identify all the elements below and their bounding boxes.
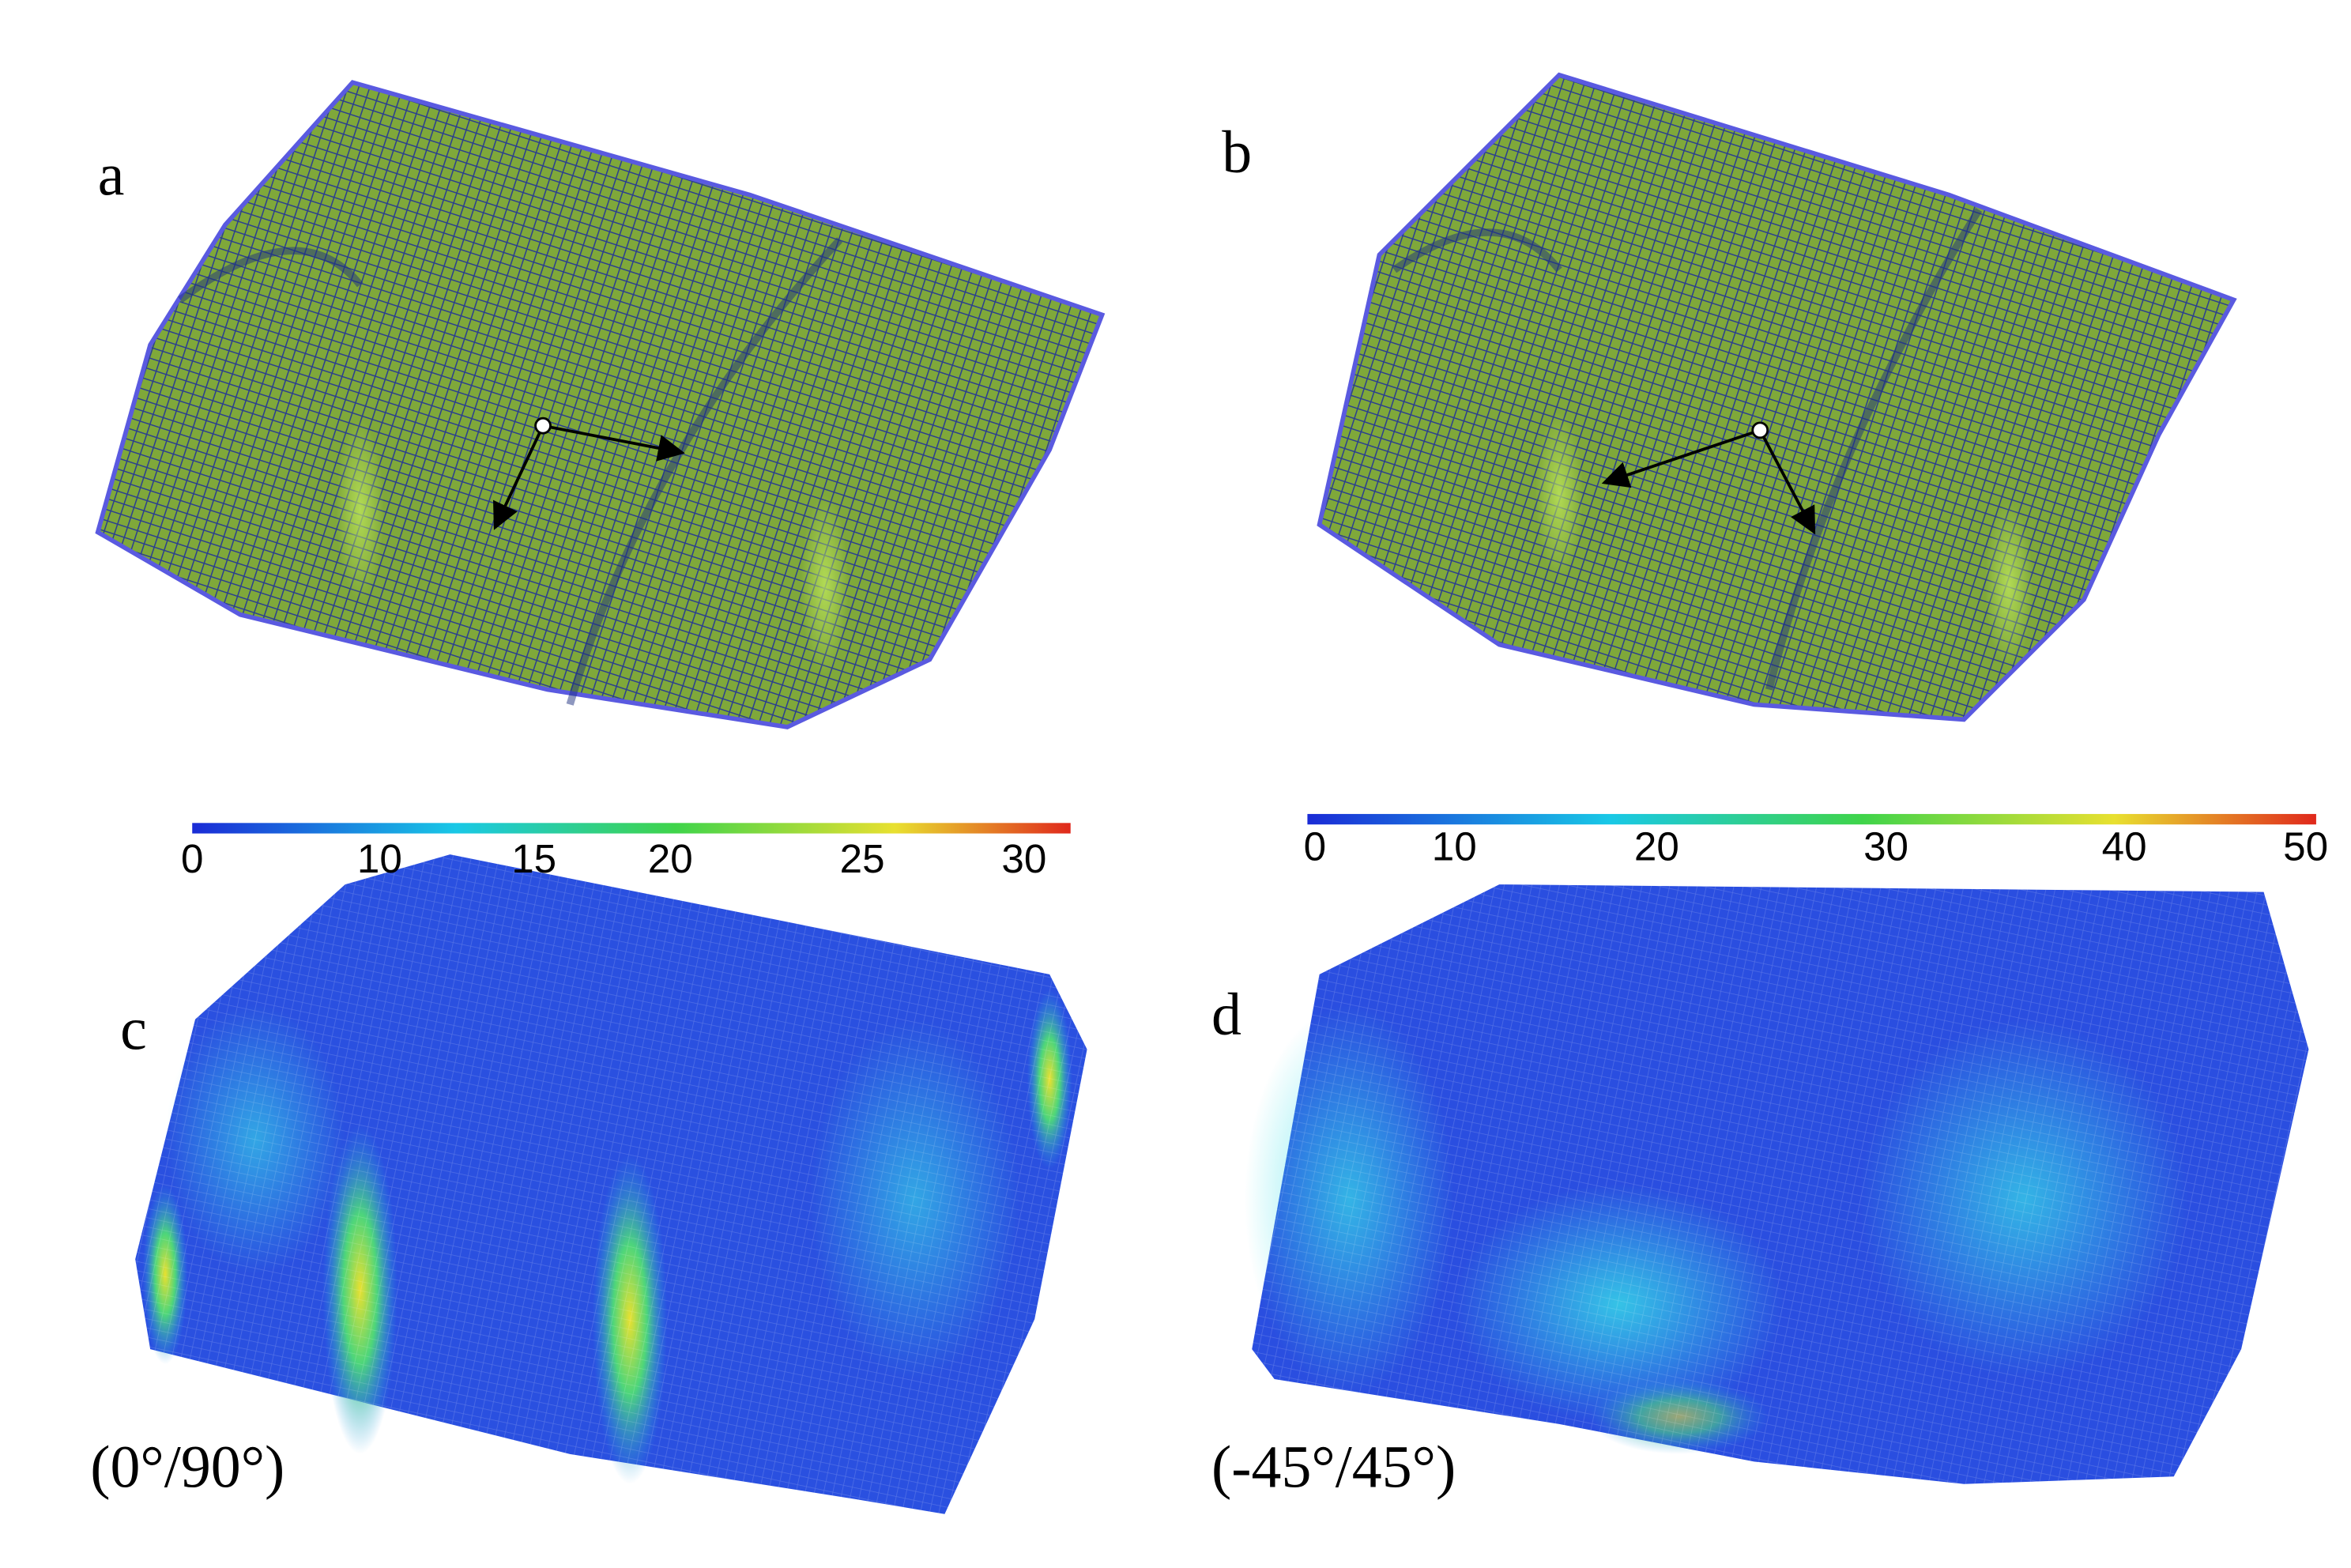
caption: (-45°/45°)	[1211, 1434, 1456, 1501]
colorbar-tick-label: 30	[1001, 836, 1046, 881]
colorbar-tick-label: 10	[357, 836, 402, 881]
colorbar-tick-label: 30	[1863, 824, 1908, 869]
colorbar-tick-label: 50	[2283, 824, 2328, 869]
panel-d	[1244, 813, 2316, 1484]
panel-label: c	[120, 997, 147, 1063]
panel-label: a	[98, 142, 125, 209]
colorbar-tick-label: 25	[840, 836, 885, 881]
panel-b	[1317, 72, 2237, 722]
panel-label: b	[1222, 119, 1252, 186]
colorbar-tick-label: 10	[1432, 824, 1477, 869]
colorbar-tick-label: 0	[1304, 824, 1326, 869]
panel-c	[135, 823, 1087, 1514]
colorbar-tick-label: 15	[511, 836, 556, 881]
colorbar-tick-label: 20	[648, 836, 693, 881]
caption: (0°/90°)	[90, 1434, 284, 1501]
colorbar-tick-label: 20	[1634, 824, 1679, 869]
panel-label: d	[1211, 982, 1241, 1048]
colorbar-tick-label: 0	[181, 836, 203, 881]
panel-a	[95, 80, 1106, 729]
colorbar-tick-label: 40	[2102, 824, 2147, 869]
